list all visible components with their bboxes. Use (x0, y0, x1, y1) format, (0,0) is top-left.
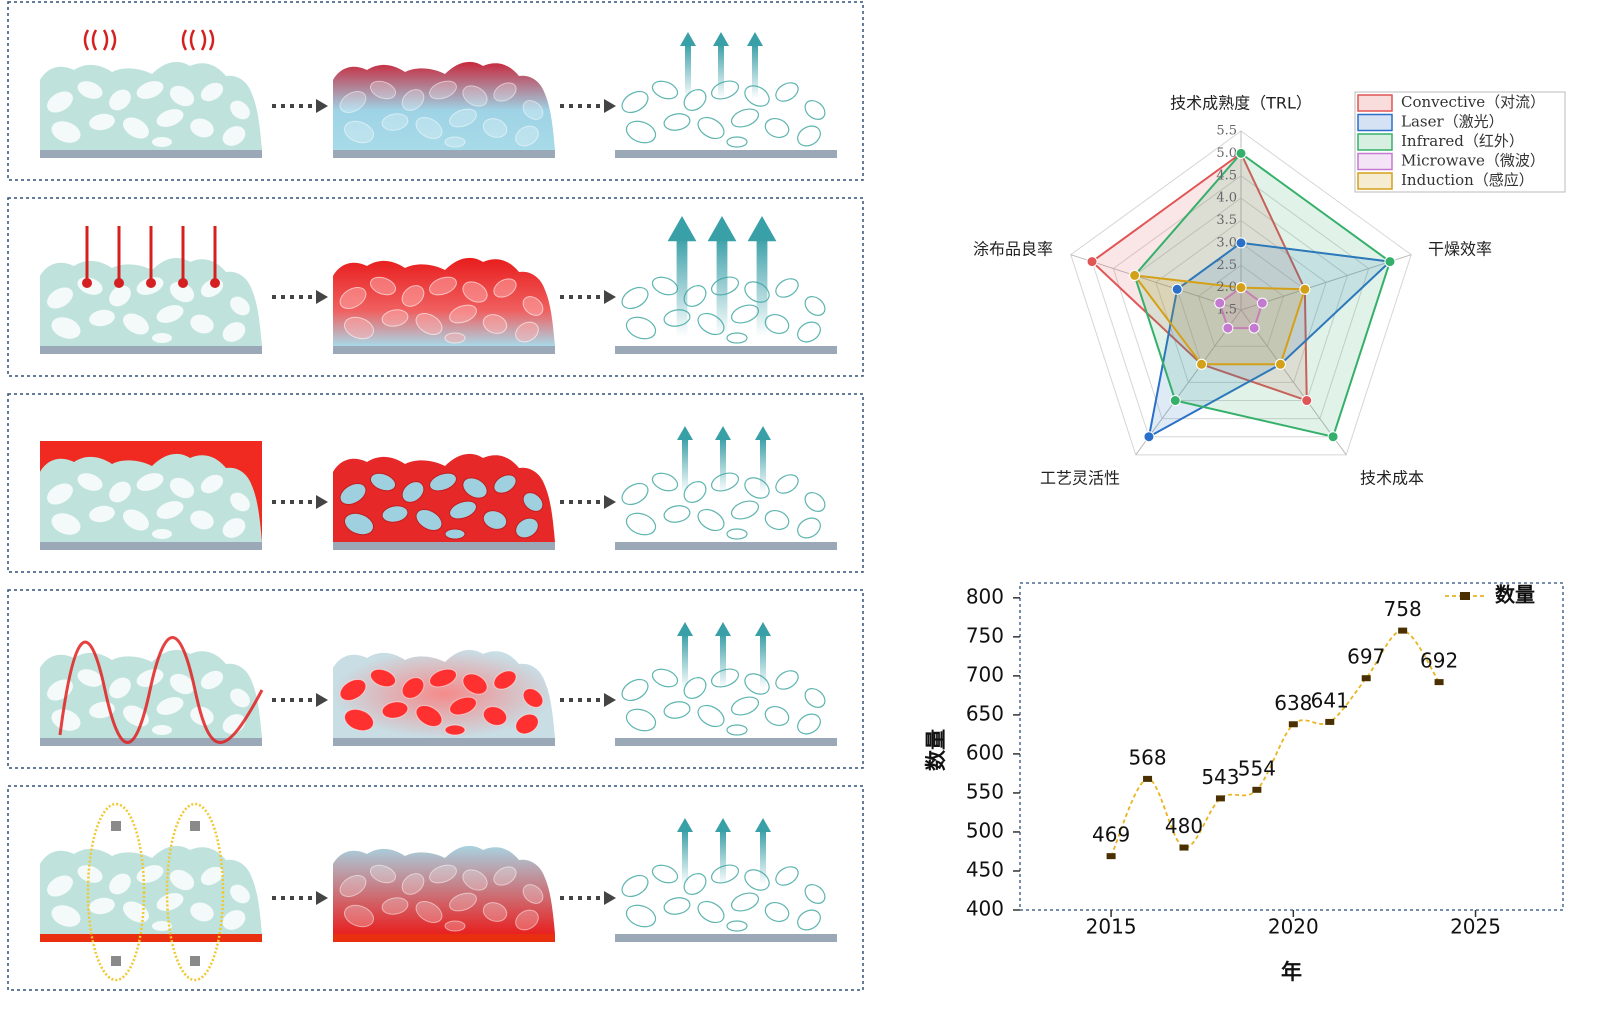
grid-line (1155, 219, 1327, 383)
data-label: 568 (1128, 745, 1166, 769)
radar-point (1248, 322, 1260, 334)
grid-line (1197, 264, 1285, 347)
marker (1434, 679, 1444, 686)
x-tick-label: 2020 (1268, 915, 1319, 939)
legend-label: Induction（感应） (1401, 171, 1534, 189)
r-tick-label: 5.5 (1216, 124, 1237, 139)
data-label: 641 (1311, 688, 1349, 712)
y-tick-label: 650 (966, 701, 1004, 725)
axis-label: 工艺灵活性 (1040, 469, 1120, 488)
radar-point (1384, 256, 1396, 268)
axis-label: 涂布品良率 (973, 240, 1053, 259)
legend-label: Laser（激光） (1401, 113, 1504, 131)
data-label: 469 (1092, 823, 1130, 847)
marker (1325, 718, 1335, 725)
marker (1398, 627, 1408, 634)
r-tick-label: 4.0 (1216, 191, 1237, 206)
axis-spoke (1070, 254, 1242, 311)
marker (1252, 786, 1262, 793)
radar-point (1299, 283, 1311, 295)
legend-swatch (1357, 172, 1393, 190)
marker (1106, 853, 1116, 860)
marker (1143, 775, 1153, 782)
legend-swatch (1357, 94, 1393, 112)
axis-spoke (1135, 309, 1242, 456)
radar-point (1169, 395, 1181, 407)
marker (1215, 795, 1225, 802)
marker (1288, 721, 1298, 728)
r-tick-label: 3.0 (1216, 235, 1237, 250)
legend-swatch (1357, 133, 1393, 151)
radar-point (1171, 283, 1183, 295)
radar-point (1196, 358, 1208, 370)
axis-label: 干燥效率 (1428, 240, 1492, 259)
radar-point (1086, 256, 1098, 268)
radar-point (1129, 269, 1141, 281)
y-tick-label: 800 (966, 584, 1004, 608)
series-line (1110, 629, 1440, 857)
r-tick-label: 3.5 (1216, 213, 1237, 228)
x-tick-label: 2025 (1450, 915, 1501, 939)
data-label: 697 (1347, 645, 1385, 669)
axis-spoke (1240, 309, 1347, 456)
legend-label: Convective（对流） (1401, 93, 1545, 111)
x-tick-label: 2015 (1086, 915, 1137, 939)
data-label: 692 (1420, 649, 1458, 673)
axis-label: 技术成本 (1360, 469, 1424, 488)
y-tick-label: 400 (966, 897, 1004, 921)
radar-point (1235, 147, 1247, 159)
data-label: 543 (1201, 765, 1239, 789)
radar-point (1214, 297, 1226, 309)
y-tick-label: 700 (966, 662, 1004, 686)
radar-point (1222, 322, 1234, 334)
x-axis-label: 年 (1281, 960, 1302, 984)
data-label: 554 (1238, 756, 1276, 780)
legend-swatch (1357, 113, 1393, 132)
radar-point (1256, 297, 1268, 309)
marker (1179, 844, 1189, 851)
legend-marker (1460, 592, 1470, 600)
legend-swatch (1357, 152, 1393, 171)
legend-label: Infrared（红外） (1401, 132, 1524, 150)
radar-point (1301, 395, 1313, 407)
r-tick-label: 4.5 (1216, 168, 1237, 183)
grid-line (1070, 130, 1412, 456)
y-tick-label: 750 (966, 623, 1004, 647)
y-tick-label: 500 (966, 818, 1004, 842)
grid-line (1134, 197, 1348, 402)
r-tick-label: 2.5 (1216, 258, 1237, 273)
radar-point (1235, 237, 1247, 249)
legend-label: 数量 (1495, 583, 1535, 607)
radar-point (1327, 431, 1339, 443)
r-tick-label: 5.0 (1216, 146, 1237, 161)
radar-point (1143, 431, 1155, 443)
legend-label: Microwave（微波） (1401, 152, 1545, 170)
marker (1361, 675, 1371, 682)
legend-box (1354, 91, 1566, 193)
data-label: 758 (1384, 597, 1422, 621)
data-label: 638 (1274, 691, 1312, 715)
radar-point (1235, 282, 1247, 294)
y-tick-label: 600 (966, 740, 1004, 764)
data-label: 480 (1165, 814, 1203, 838)
y-axis-label: 数量 (924, 729, 948, 771)
r-tick-label: 2.0 (1216, 280, 1237, 295)
y-tick-label: 450 (966, 857, 1004, 881)
radar-point (1274, 358, 1286, 370)
axis-label: 技术成熟度（TRL） (1170, 94, 1312, 113)
grid-line (1112, 175, 1370, 420)
plot-frame (1019, 582, 1564, 911)
y-tick-label: 550 (966, 779, 1004, 803)
axis-spoke (1240, 254, 1412, 311)
charts: 技术成熟度（TRL）干燥效率技术成本工艺灵活性涂布品良率1.52.02.53.0… (924, 91, 1566, 984)
radar-area (1090, 151, 1308, 402)
process-panels (7, 1, 864, 991)
